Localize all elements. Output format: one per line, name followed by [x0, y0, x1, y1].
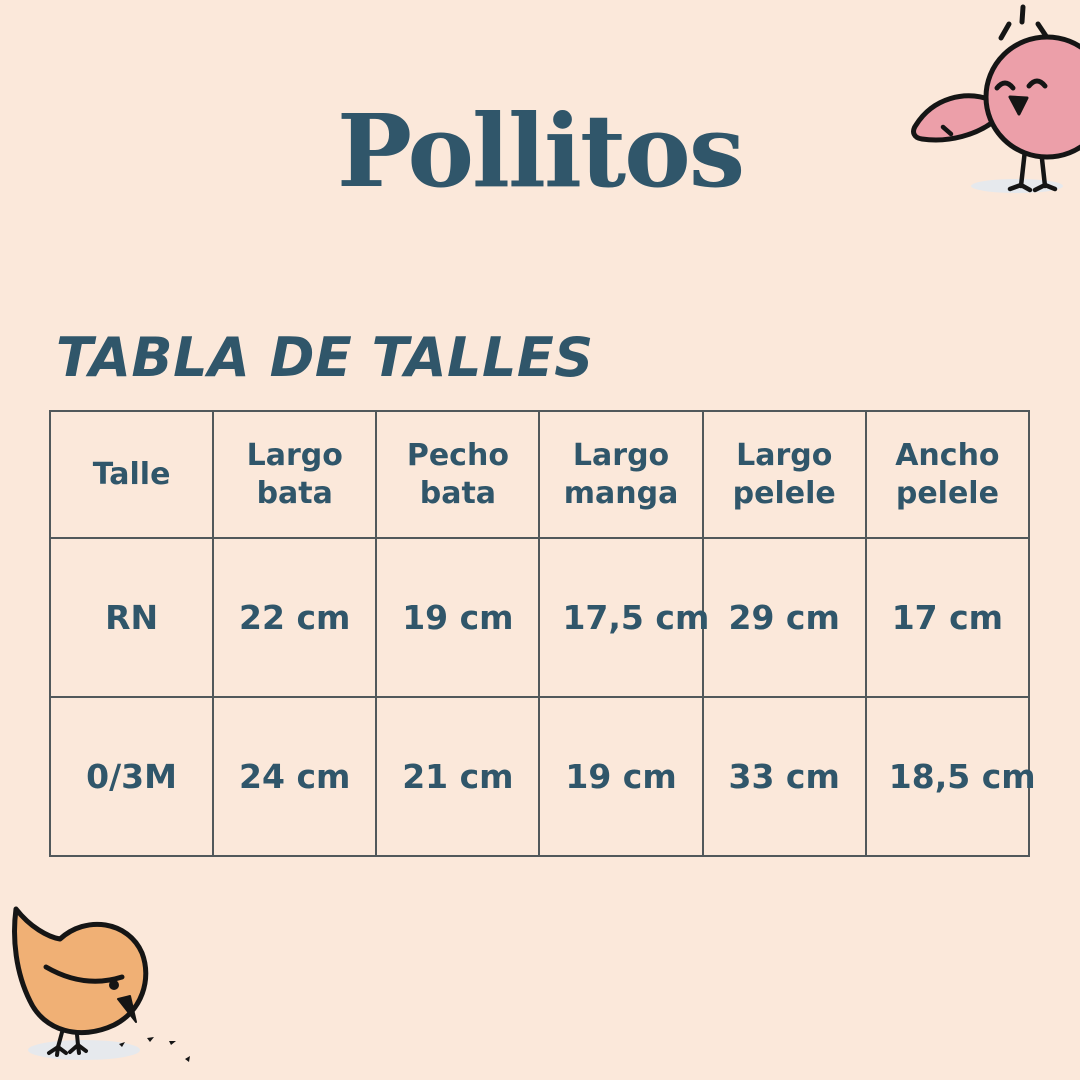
chick-beak [117, 995, 137, 1023]
column-header-largo-bata: Largo bata [212, 410, 378, 539]
orange-chick-illustration [12, 906, 190, 1062]
chick-wing-line [43, 964, 125, 984]
chick-eye [109, 980, 119, 990]
column-header-largo-pelele: Largo pelele [701, 410, 867, 539]
chick-wing-mark [940, 124, 954, 137]
column-header-ancho-pelele: Ancho pelele [864, 410, 1031, 539]
size-label-rn: RN [48, 537, 215, 698]
size-label-0-3m: 0/3M [48, 696, 215, 857]
0-3m-ancho-pelele: 18,5 cm [864, 696, 1036, 857]
rn-pecho-bata: 19 cm [375, 537, 541, 698]
pink-chick-illustration [911, 4, 1080, 193]
rn-largo-manga: 17,5 cm [538, 537, 709, 698]
chick-wing [911, 93, 996, 143]
excitement-marks [998, 4, 1049, 41]
0-3m-largo-pelele: 33 cm [701, 696, 867, 857]
table-header-row: Talle Largo bata Pecho bata Largo manga … [48, 410, 1031, 539]
column-header-largo-manga: Largo manga [538, 410, 704, 539]
chick-eye-right [1026, 78, 1048, 89]
table-row-rn: RN 22 cm 19 cm 17,5 cm 29 cm 17 cm [48, 537, 1031, 698]
0-3m-largo-manga: 19 cm [538, 696, 704, 857]
rn-largo-pelele: 29 cm [701, 537, 867, 698]
column-header-pecho-bata: Pecho bata [375, 410, 541, 539]
column-header-talle: Talle [48, 410, 215, 539]
rn-largo-bata: 22 cm [212, 537, 378, 698]
chick-beak [1008, 95, 1029, 116]
chick-eye-left [994, 80, 1016, 91]
page-title: TABLA DE TALLES [56, 325, 594, 389]
chick-body [12, 906, 149, 1035]
chick-body [983, 34, 1080, 160]
rn-ancho-pelele: 17 cm [864, 537, 1031, 698]
brand-logo: Pollitos [336, 92, 745, 210]
size-table: Talle Largo bata Pecho bata Largo manga … [48, 410, 1036, 857]
0-3m-largo-bata: 24 cm [212, 696, 378, 857]
table-row-0-3m: 0/3M 24 cm 21 cm 19 cm 33 cm 18,5 cm [48, 696, 1036, 857]
0-3m-pecho-bata: 21 cm [375, 696, 541, 857]
seed-specks [119, 1037, 190, 1062]
